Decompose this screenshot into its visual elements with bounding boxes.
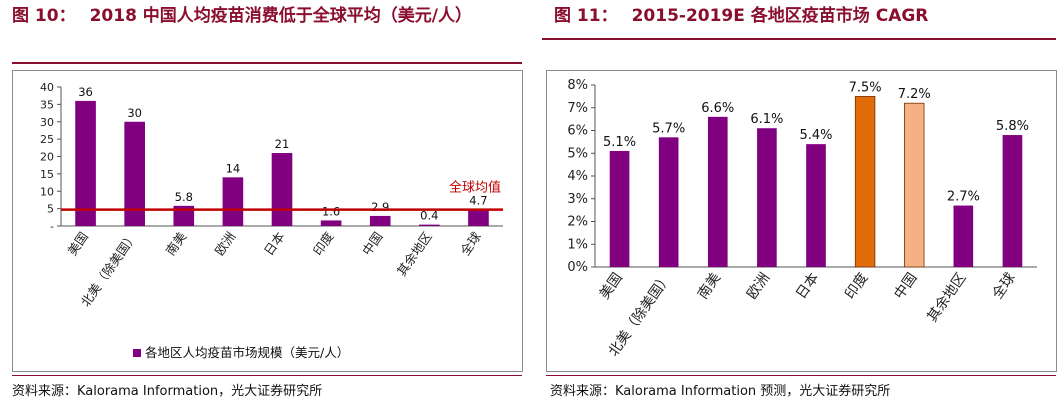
x-tick-label: 美国 [64, 229, 91, 258]
bar [903, 102, 925, 268]
y-tick-label: 8% [567, 78, 588, 93]
figure-10-chart-frame: -5 10 15 20 25 30 35 40 36 美国 30 北美（除美国） 5.8 南美 14 欧洲 21… [12, 70, 523, 372]
y-tick-label: 2% [567, 215, 588, 230]
y-tick-label: 35 [40, 98, 54, 111]
data-label: 6.6% [701, 101, 734, 116]
y-tick-label: 0% [567, 260, 588, 275]
y-tick-label: 6% [567, 124, 588, 139]
figure-11-title: 图 11： 2015-2019E 各地区疫苗市场 CAGR [554, 4, 928, 28]
global-average-label: 全球均值 [449, 180, 501, 196]
y-tick-label: 7% [567, 101, 588, 116]
figure-10-title-rule [12, 62, 522, 64]
y-tick-label: 5% [567, 146, 588, 161]
bar [854, 95, 876, 268]
data-label: 21 [275, 137, 290, 151]
figure-10-panel: 图 10： 2018 中国人均疫苗消费低于全球平均（美元/人） - 5 10 15 20 2… [0, 0, 523, 405]
bar [222, 177, 244, 226]
bar [124, 121, 145, 226]
figure-11-title-rule [542, 38, 1056, 40]
bar [1002, 135, 1023, 267]
y-tick-label: 4% [567, 169, 588, 184]
data-label: 30 [127, 106, 142, 120]
legend-swatch [133, 349, 141, 357]
y-tick-label: 3% [567, 192, 588, 207]
data-label: 36 [78, 85, 93, 99]
figure-11-panel: 图 11： 2015-2019E 各地区疫苗市场 CAGR 0% 1% 2% 3% 4% 5… [542, 0, 1064, 405]
x-tick-label: 欧洲 [212, 229, 239, 258]
x-tick-label: 中国 [359, 229, 386, 258]
x-tick-label: 欧洲 [744, 270, 773, 302]
y-tick-label: 30 [40, 116, 54, 129]
bar [75, 100, 96, 226]
figure-11-chart: 0%1%2%3%4%5%6%7%8%5.1%美国5.7%北美（除美国）6.6%南… [567, 78, 1037, 360]
data-label: 5.7% [652, 121, 685, 136]
y-tick-label: 1% [567, 237, 588, 252]
bar [468, 209, 489, 226]
x-tick-label: 日本 [261, 229, 288, 258]
figure-11-source-rule [546, 375, 1056, 376]
bar [658, 137, 679, 267]
x-tick-label: 中国 [891, 270, 920, 302]
figure-10-title: 图 10： 2018 中国人均疫苗消费低于全球平均（美元/人） [12, 4, 512, 28]
data-label: 2.9 [371, 200, 389, 214]
x-tick-label: 全球 [989, 270, 1019, 303]
x-tick-label: 其余地区 [924, 270, 970, 326]
figure-10-source: 资料来源：Kalorama Information，光大证券研究所 [12, 384, 323, 399]
data-label: 5.8% [996, 119, 1029, 134]
bar [757, 128, 777, 267]
x-tick-label: 日本 [793, 270, 822, 302]
data-label: 2.7% [947, 190, 980, 205]
figure-11-chart-frame: 0% 1% 2% 3% 4% 5% 6% 7% 8% 5.1% 美国 5.7% 北美（除美国） 6.6% 南… [546, 70, 1057, 372]
bar [609, 150, 630, 267]
data-label: 14 [226, 161, 241, 175]
y-tick-label: 10 [40, 185, 54, 198]
x-tick-label: 南美 [163, 229, 190, 258]
bar [369, 215, 391, 226]
y-tick-label: 15 [40, 168, 54, 181]
figure-10-title-text: 2018 中国人均疫苗消费低于全球平均（美元/人） [89, 6, 473, 26]
x-tick-label: 美国 [597, 270, 626, 302]
bar [707, 116, 728, 267]
figure-11-source: 资料来源：Kalorama Information 预测，光大证券研究所 [550, 384, 891, 399]
x-tick-label: 其余地区 [394, 229, 435, 279]
data-label: 7.5% [849, 80, 882, 95]
figure-10-source-rule [12, 375, 522, 376]
bar [806, 144, 826, 267]
data-label: 6.1% [750, 112, 783, 127]
data-label: 5.4% [799, 128, 832, 143]
x-tick-label: 全球 [457, 229, 484, 258]
bar [419, 224, 440, 226]
y-tick-label: 40 [40, 81, 54, 94]
data-label: 4.7 [469, 194, 487, 208]
figure-11-number: 图 11： [554, 6, 618, 26]
bar [953, 205, 974, 267]
data-label: 5.1% [603, 135, 636, 150]
legend-label: 各地区人均疫苗市场规模（美元/人） [145, 345, 349, 360]
x-tick-label: 印度 [310, 229, 337, 258]
y-tick-label: 5 [47, 203, 54, 216]
figure-10-number: 图 10： [12, 6, 76, 26]
bar [271, 153, 293, 226]
data-label: 1.6 [322, 204, 340, 218]
data-label: 7.2% [898, 87, 931, 102]
y-tick-label: - [50, 220, 54, 233]
data-label: 0.4 [420, 209, 438, 223]
x-tick-label: 南美 [695, 270, 724, 302]
y-tick-label: 25 [40, 133, 54, 146]
data-label: 5.8 [175, 190, 193, 204]
y-tick-label: 20 [40, 151, 54, 164]
figure-11-title-text: 2015-2019E 各地区疫苗市场 CAGR [631, 6, 929, 26]
bar [320, 220, 342, 226]
x-tick-label: 印度 [842, 270, 871, 302]
